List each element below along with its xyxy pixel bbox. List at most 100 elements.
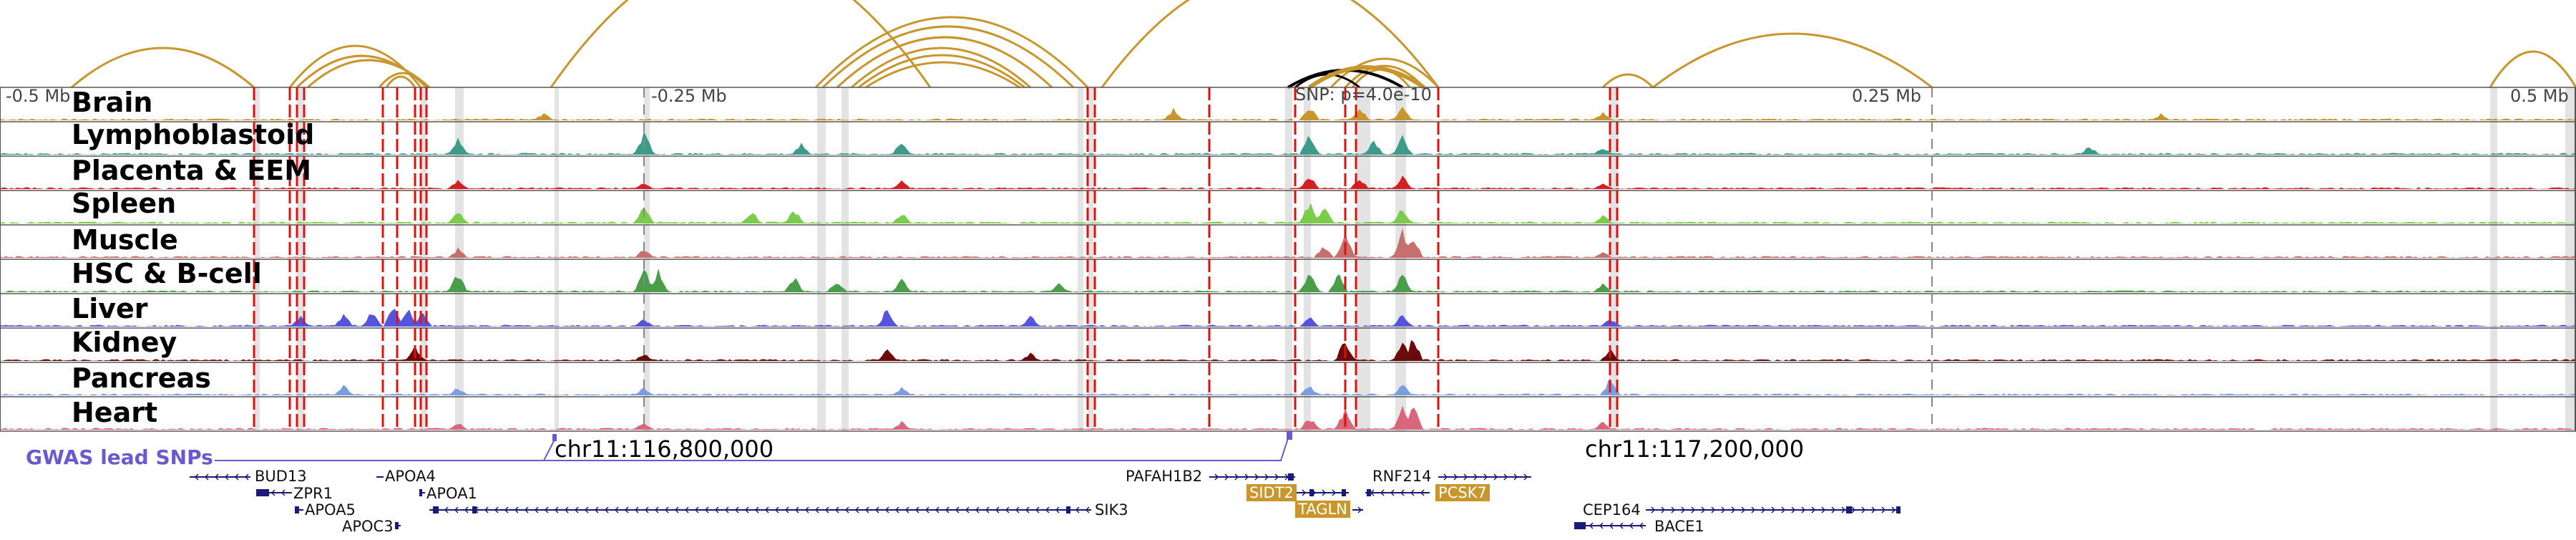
gene-label-apoa1[interactable]: APOA1 [426, 485, 477, 502]
gene-label-rnf214[interactable]: RNF214 [1372, 468, 1432, 485]
gene-label-sik3[interactable]: SIK3 [1095, 501, 1128, 519]
strand-arrow [1651, 506, 1656, 514]
strand-arrow [574, 506, 579, 514]
strand-arrow [935, 506, 940, 514]
gene-label-sidt2[interactable]: SIDT2 [1246, 484, 1297, 501]
strand-arrow [824, 506, 829, 514]
gwas-snp-marker [552, 434, 557, 441]
strand-arrow [734, 506, 739, 514]
signal-track-7 [0, 339, 2576, 361]
strand-arrow [1609, 522, 1614, 529]
gene-label-pcsk7[interactable]: PCSK7 [1435, 484, 1490, 501]
strand-arrow [1691, 506, 1696, 514]
strand-arrow [1274, 473, 1279, 481]
strand-arrow [754, 506, 759, 514]
strand-arrow [985, 506, 990, 514]
strand-arrow [1085, 506, 1090, 514]
strand-arrow [584, 506, 589, 514]
gene-label-bud13[interactable]: BUD13 [255, 468, 307, 485]
gene-label-tagln[interactable]: TAGLN [1295, 501, 1350, 518]
strand-arrow [945, 506, 950, 514]
strand-arrow [1493, 473, 1498, 481]
gene-label-bace1[interactable]: BACE1 [1654, 518, 1704, 535]
strand-arrow [1781, 506, 1786, 514]
strand-arrow [1513, 473, 1518, 481]
interaction-arc [821, 25, 1075, 89]
strand-arrow [804, 506, 809, 514]
strand-arrow [504, 506, 509, 514]
strand-arrow [784, 506, 789, 514]
strand-arrow [634, 506, 639, 514]
strand-arrow [1801, 506, 1806, 514]
strand-arrow [1721, 506, 1726, 514]
gene-label-apoc3[interactable]: APOC3 [342, 518, 394, 535]
coord-left: -0.5 Mb [6, 86, 71, 106]
strand-arrow [1503, 473, 1508, 481]
exon [295, 506, 299, 514]
strand-arrow [644, 506, 649, 514]
interaction-arc [836, 36, 1053, 89]
strand-arrow [724, 506, 729, 514]
strand-arrow [464, 506, 469, 514]
signal-track-2 [0, 175, 2576, 189]
interaction-arc [71, 47, 255, 89]
strand-arrow [1357, 506, 1362, 514]
strand-arrow [1861, 506, 1866, 514]
exon [1342, 489, 1346, 496]
strand-arrow [614, 506, 619, 514]
strand-arrow [1751, 506, 1756, 514]
strand-arrow [244, 473, 249, 481]
gene-label-apoa4[interactable]: APOA4 [385, 468, 436, 485]
strand-arrow [1891, 506, 1896, 514]
exon [1288, 473, 1294, 481]
strand-arrow [854, 506, 859, 514]
strand-arrow [674, 506, 679, 514]
interaction-arc [1101, 0, 1440, 88]
strand-arrow [1025, 506, 1030, 514]
snp-lines [253, 87, 1619, 431]
gene-label-cep164[interactable]: CEP164 [1583, 501, 1641, 519]
strand-arrow [270, 489, 275, 496]
strand-arrow [1390, 489, 1395, 496]
strand-arrow [1463, 473, 1468, 481]
strand-arrow [514, 506, 519, 514]
strand-arrow [1771, 506, 1776, 514]
gene-label-zpr1[interactable]: ZPR1 [293, 485, 333, 502]
signal-track-6 [0, 309, 2576, 327]
exon [433, 506, 439, 514]
interaction-arc [1344, 64, 1425, 89]
gene-label-apoa5[interactable]: APOA5 [305, 501, 356, 519]
strand-arrow [484, 506, 489, 514]
gene-label-pafah1b2[interactable]: PAFAH1B2 [1126, 468, 1203, 485]
interaction-arcs [71, 0, 2576, 90]
strand-arrow [1711, 506, 1716, 514]
strand-arrow [744, 506, 749, 514]
strand-arrow [1332, 489, 1337, 496]
strand-arrow [1661, 506, 1666, 514]
strand-arrow [1075, 506, 1080, 514]
strand-arrow [1322, 489, 1327, 496]
strand-arrow [1244, 473, 1249, 481]
strand-arrow [280, 489, 286, 496]
strand-arrow [664, 506, 669, 514]
track-label-muscle: Muscle [72, 224, 178, 256]
strand-arrow [444, 506, 449, 514]
strand-arrow [914, 506, 919, 514]
exon [419, 489, 422, 496]
coord-snp: SNP: p=4.0e-10 [1295, 85, 1432, 105]
strand-arrow [1005, 506, 1010, 514]
track-label-lymphoblastoid: Lymphoblastoid [72, 119, 315, 150]
strand-arrow [1741, 506, 1746, 514]
interaction-arc [550, 0, 932, 88]
strand-arrow [965, 506, 970, 514]
strand-arrow [1264, 473, 1269, 481]
strand-arrow [1483, 473, 1488, 481]
strand-arrow [1851, 506, 1856, 514]
coord-right-mid: 0.25 Mb [1852, 86, 1922, 106]
strand-arrow [684, 506, 689, 514]
strand-arrow [1639, 522, 1644, 529]
interaction-arc [858, 54, 1025, 89]
interaction-arc [385, 75, 416, 88]
strand-arrow [904, 506, 909, 514]
interaction-arc [851, 47, 1031, 89]
